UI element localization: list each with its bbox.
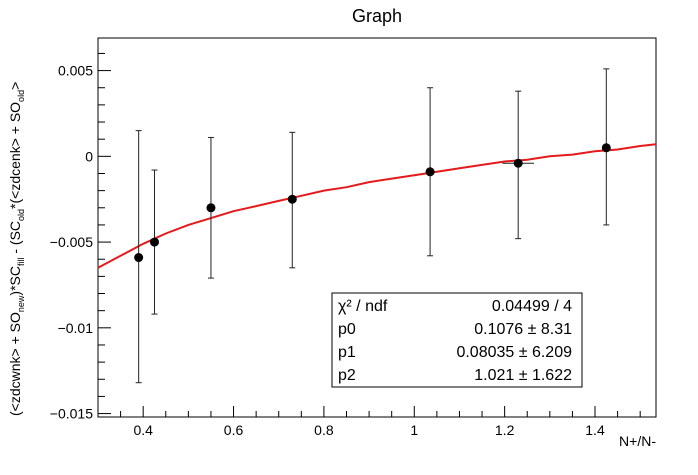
fit-stats-box: χ² / ndf 0.04499 / 4 p0 0.1076 ± 8.31 p1 0.08… <box>331 292 583 388</box>
x-tick-label: 0.6 <box>224 422 244 438</box>
chart-title: Graph <box>352 6 402 26</box>
stats-label: p2 <box>338 367 356 384</box>
data-marker <box>134 253 144 263</box>
y-tick-label: −0.01 <box>58 320 94 336</box>
x-tick-label: 0.4 <box>133 422 153 438</box>
stats-value: 0.04499 / 4 <box>492 298 572 315</box>
y-tick-label: −0.005 <box>50 234 93 250</box>
data-marker <box>149 237 159 247</box>
data-point-7 <box>601 68 611 226</box>
points-group <box>134 68 611 384</box>
data-point-3 <box>206 136 216 279</box>
y-label-part-3: - (SC <box>7 221 23 258</box>
ticks-group: 0.4 0.6 0.8 1 1.2 1.4 0.005 0 −0.005 −0.01 −0.015 <box>50 52 641 438</box>
data-marker <box>425 167 435 177</box>
y-label-sub-4: old <box>16 90 26 102</box>
stats-label: χ² / ndf <box>338 298 388 315</box>
x-axis-label: N+/N- <box>619 433 656 449</box>
y-tick-label: 0 <box>85 148 93 164</box>
x-tick-label: 1 <box>410 422 418 438</box>
stats-value: 0.1076 ± 8.31 <box>474 321 572 338</box>
y-tick-label: 0.005 <box>58 63 93 79</box>
y-tick-label: −0.015 <box>50 406 93 422</box>
fit-curve <box>97 143 657 269</box>
data-marker <box>513 158 523 168</box>
data-marker <box>601 143 611 153</box>
x-tick-label: 0.8 <box>314 422 334 438</box>
data-point-1 <box>134 130 144 384</box>
stats-box-border <box>331 292 583 388</box>
stats-value: 0.08035 ± 6.209 <box>456 344 572 361</box>
y-label-sub-2: fill <box>16 258 26 267</box>
y-label-sub-3: old <box>16 209 26 221</box>
data-marker <box>287 194 297 204</box>
plot-frame <box>97 37 657 418</box>
stats-label: p1 <box>338 344 356 361</box>
data-marker <box>206 203 216 213</box>
y-axis-label: (<zdcwnk> + SOnew)*SCfill - (SCold*(<zdc… <box>7 82 26 416</box>
plot-frame-group <box>97 37 657 418</box>
data-point-4 <box>287 131 297 269</box>
y-label-part-4: *(<zdcenk> + SO <box>7 102 23 209</box>
fit-group <box>97 143 657 269</box>
y-label-part-5: > <box>7 82 23 90</box>
x-tick-label: 1.2 <box>495 422 515 438</box>
stats-label: p0 <box>338 321 356 338</box>
stats-value: 1.021 ± 1.622 <box>474 367 572 384</box>
stats-rows: χ² / ndf 0.04499 / 4 p0 0.1076 ± 8.31 p1 0.08… <box>338 298 572 384</box>
x-tick-label: 1.4 <box>585 422 605 438</box>
data-point-5 <box>425 87 435 257</box>
y-label-part-1: (<zdcwnk> + SO <box>7 312 23 416</box>
y-label-sub-1: new <box>16 295 26 312</box>
data-point-2 <box>149 169 159 315</box>
data-point-6 <box>502 90 535 240</box>
y-label-part-2: )*SC <box>7 266 23 296</box>
